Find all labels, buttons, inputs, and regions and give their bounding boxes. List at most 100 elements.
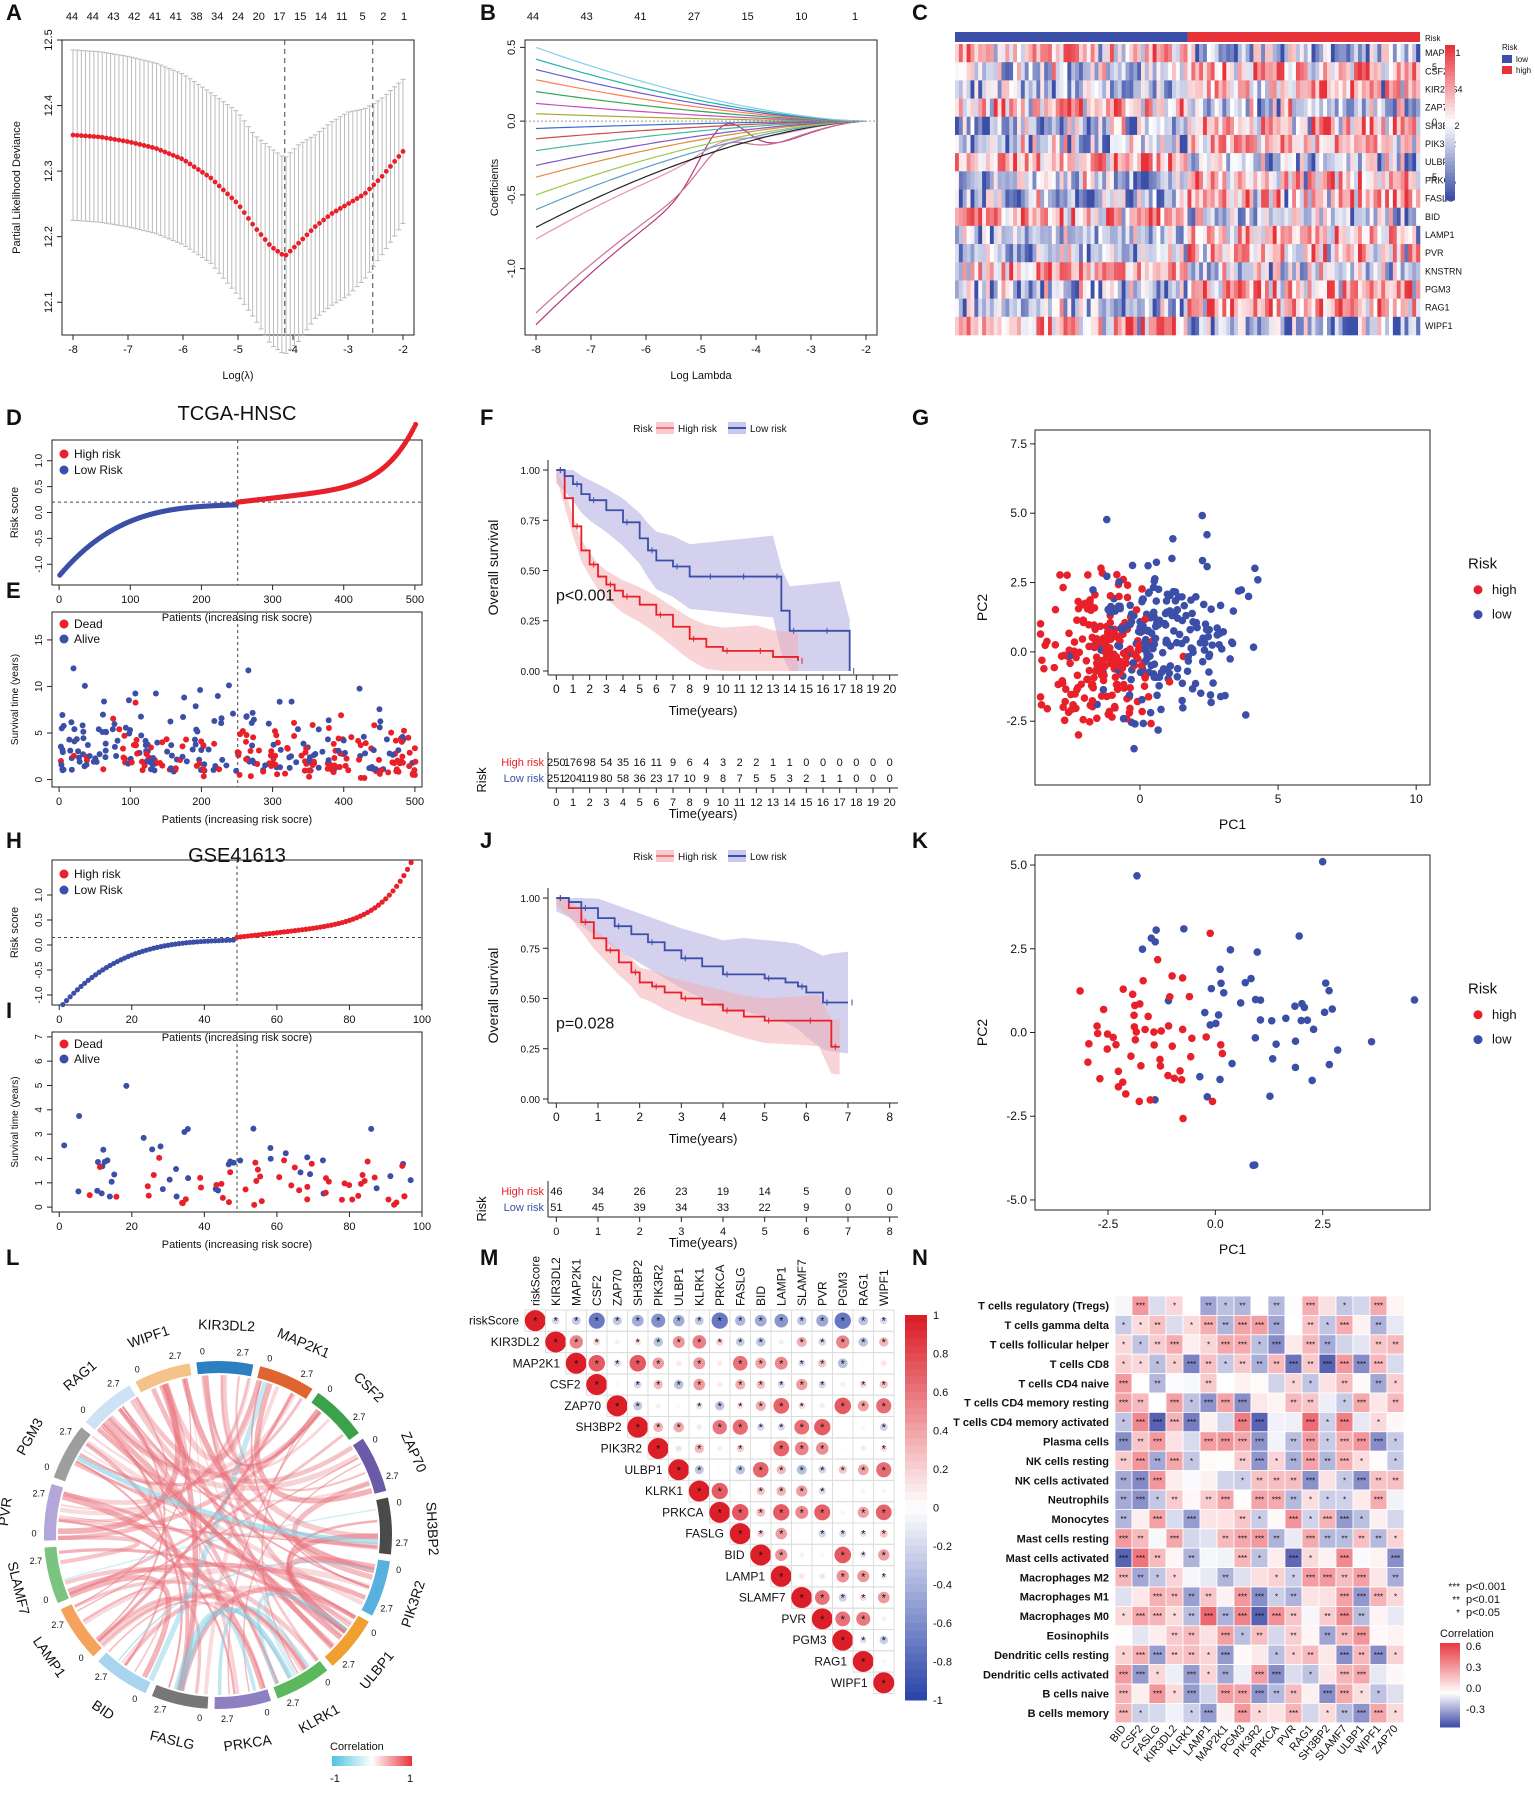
heatmap-cell bbox=[1176, 317, 1180, 335]
pca-low-point bbox=[1203, 531, 1211, 539]
alive-point bbox=[181, 1129, 187, 1135]
heatmap-cell bbox=[1327, 244, 1331, 262]
pca-low-point bbox=[1328, 1005, 1336, 1013]
heatmap-cell bbox=[1385, 171, 1389, 189]
deviance-point bbox=[371, 182, 376, 187]
heatmap-cell bbox=[1315, 244, 1319, 262]
heatmap-cell bbox=[1362, 117, 1366, 135]
heatmap-cell bbox=[1377, 280, 1381, 298]
heatmap-cell bbox=[1091, 190, 1095, 208]
heatmap-cell bbox=[1013, 190, 1017, 208]
pca-high-point bbox=[1202, 1033, 1210, 1041]
dead-point bbox=[159, 739, 165, 745]
pca-low-point bbox=[1228, 638, 1236, 646]
significance-star: * bbox=[759, 1507, 764, 1519]
significance-star: * bbox=[656, 1316, 661, 1328]
heatmap-cell bbox=[1381, 280, 1385, 298]
heatmap-cell bbox=[1265, 280, 1269, 298]
pca-high-point bbox=[1083, 657, 1091, 665]
heatmap-cell bbox=[1358, 280, 1362, 298]
heatmap-cell bbox=[1102, 135, 1106, 153]
alive-point bbox=[149, 1146, 155, 1152]
risk-table-row-label: Low risk bbox=[504, 773, 545, 785]
chord-gene-label: SH3BP2 bbox=[423, 1502, 442, 1557]
alive-point bbox=[286, 754, 292, 760]
heatmap-cell bbox=[1370, 299, 1374, 317]
chord-gene-label: PGM3 bbox=[13, 1415, 46, 1458]
heatmap-cell bbox=[1319, 317, 1323, 335]
heatmap-cell bbox=[1095, 262, 1099, 280]
heatmap-cell bbox=[1292, 80, 1296, 98]
significance-star: * bbox=[841, 1593, 846, 1605]
significance-star: * bbox=[779, 1422, 784, 1434]
deviance-point bbox=[254, 227, 259, 232]
y-tick-label: 0.75 bbox=[521, 516, 541, 527]
panel-letter-B: B bbox=[480, 0, 496, 25]
heatmap-cell bbox=[1230, 280, 1234, 298]
heatmap-cell bbox=[1079, 226, 1083, 244]
heatmap-cell bbox=[986, 153, 990, 171]
risk-point bbox=[390, 888, 395, 893]
heatmap-cell bbox=[1292, 244, 1296, 262]
pca-low-point bbox=[1237, 999, 1245, 1007]
alive-point bbox=[111, 721, 117, 727]
heatmap-cell bbox=[1141, 62, 1145, 80]
x-axis-label: PC1 bbox=[1219, 1241, 1246, 1257]
heatmap-cell bbox=[1284, 80, 1288, 98]
significance-star: * bbox=[738, 1422, 743, 1434]
heatmap-cell bbox=[1005, 44, 1009, 62]
alive-point bbox=[109, 1179, 115, 1185]
heatmap-cell bbox=[1265, 153, 1269, 171]
heatmap-cell bbox=[1056, 44, 1060, 62]
heatmap-cell bbox=[1226, 135, 1230, 153]
heatmap-cell bbox=[1327, 99, 1331, 117]
significance-star: * bbox=[841, 1635, 846, 1647]
color-scale-segment bbox=[1445, 169, 1455, 173]
heatmap-cell bbox=[1110, 244, 1114, 262]
heatmap-cell bbox=[1327, 299, 1331, 317]
correlogram-circle bbox=[840, 1510, 845, 1515]
alive-point bbox=[306, 758, 312, 764]
dead-point bbox=[134, 751, 140, 757]
panel-letter-L: L bbox=[6, 1245, 19, 1270]
heatmap-cell bbox=[1250, 117, 1254, 135]
heatmap-cell bbox=[1040, 62, 1044, 80]
heatmap-cell bbox=[955, 153, 959, 171]
heatmap-cell bbox=[1319, 44, 1323, 62]
heatmap-cell bbox=[1315, 80, 1319, 98]
heatmap-cell bbox=[1323, 44, 1327, 62]
heatmap-cell bbox=[1164, 244, 1168, 262]
heatmap-cell bbox=[1067, 317, 1071, 335]
alive-point bbox=[211, 718, 217, 724]
top-tick-label: 15 bbox=[294, 11, 306, 23]
heatmap-cell bbox=[1222, 62, 1226, 80]
heatmap-cell bbox=[1211, 244, 1215, 262]
heatmap-cell bbox=[1191, 262, 1195, 280]
heatmap-cell bbox=[1362, 208, 1366, 226]
alive-point bbox=[268, 1156, 274, 1162]
heatmap-cell bbox=[1377, 80, 1381, 98]
column-label: SLAMF7 bbox=[795, 1259, 809, 1306]
x-tick-label: 18 bbox=[850, 797, 862, 809]
heatmap-cell bbox=[1002, 299, 1006, 317]
heatmap-cell bbox=[978, 262, 982, 280]
heatmap-cell bbox=[1242, 244, 1246, 262]
pca-high-point bbox=[1115, 593, 1123, 601]
correlation-scale-bar bbox=[332, 1756, 412, 1766]
heatmap-cell bbox=[1300, 226, 1304, 244]
heatmap-cell bbox=[1405, 99, 1409, 117]
heatmap-cell bbox=[1385, 135, 1389, 153]
heatmap-cell bbox=[1091, 99, 1095, 117]
heatmap-cell bbox=[1025, 226, 1029, 244]
heatmap-cell bbox=[1253, 190, 1257, 208]
x-axis-label: PC1 bbox=[1219, 816, 1246, 832]
heatmap-cell bbox=[1106, 44, 1110, 62]
risk-table-cell: 0 bbox=[845, 1186, 851, 1198]
heatmap-cell bbox=[1180, 317, 1184, 335]
heatmap-cell bbox=[994, 117, 998, 135]
pca-high-point bbox=[1115, 1083, 1123, 1091]
heatmap-cell bbox=[1234, 135, 1238, 153]
heatmap-cell bbox=[1246, 135, 1250, 153]
heatmap-cell bbox=[1036, 244, 1040, 262]
